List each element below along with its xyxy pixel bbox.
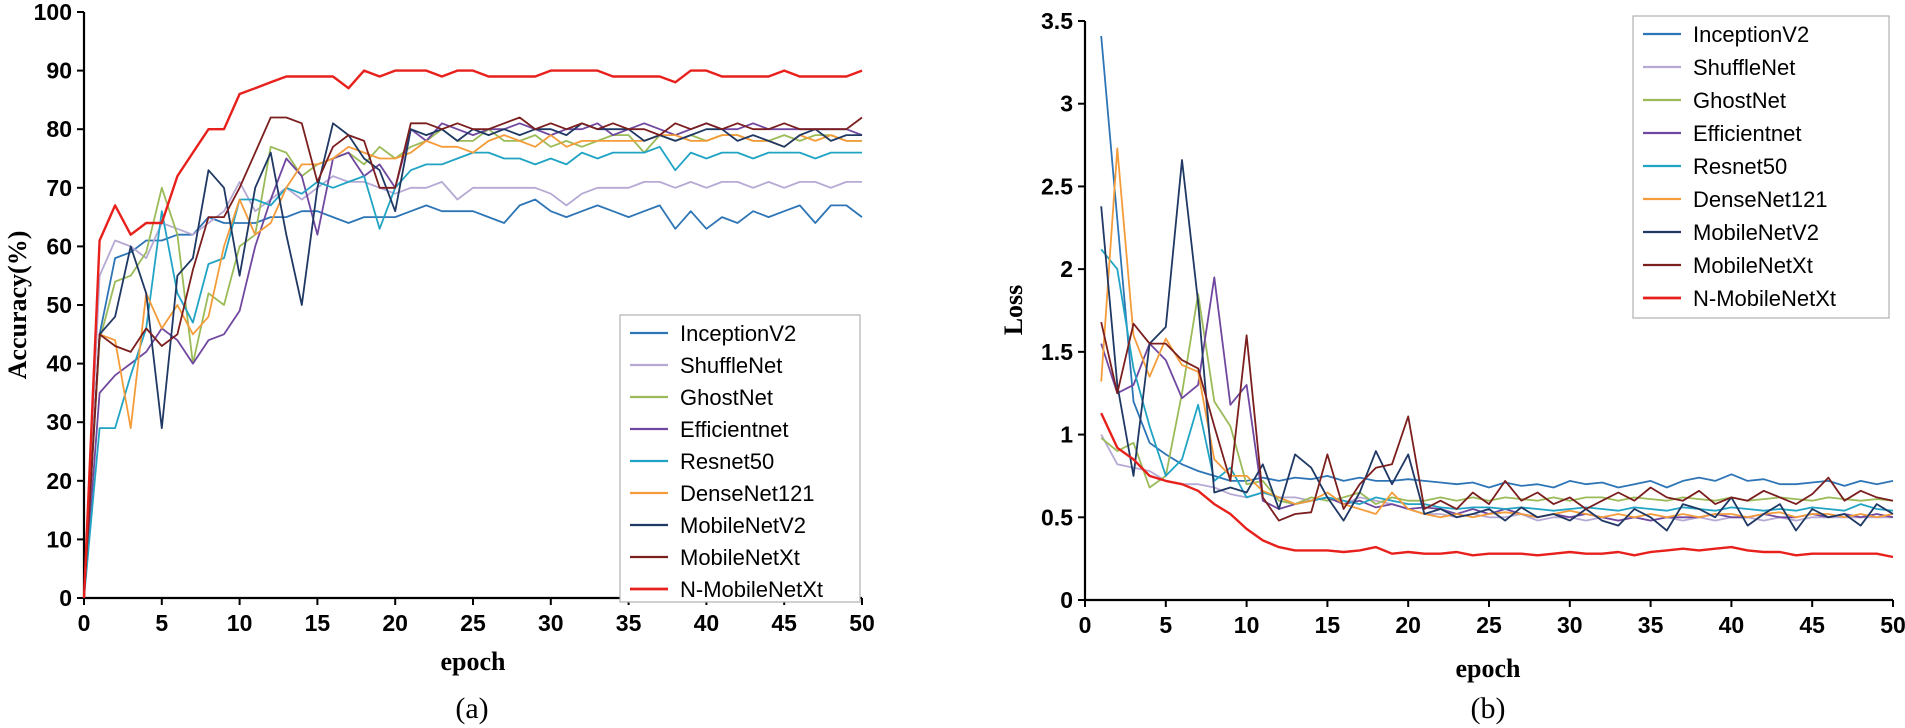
b-x-tick-label: 35: [1638, 612, 1664, 638]
legend-label-inceptionv2: InceptionV2: [680, 321, 796, 346]
a-y-tick-label: 60: [46, 233, 72, 259]
series-line-inceptionv2: [1100, 35, 1894, 489]
b-y-tick-label: 2: [1060, 256, 1073, 282]
a-x-tick-label: 45: [771, 610, 797, 636]
legend-label-efficientnet: Efficientnet: [680, 417, 788, 442]
loss-legend: InceptionV2 ShuffleNet GhostNet Efficientne…: [1632, 15, 1890, 319]
b-x-tick-label: 25: [1476, 612, 1502, 638]
a-x-tick-label: 15: [305, 610, 331, 636]
a-x-tick-label: 0: [78, 610, 91, 636]
accuracy-chart: 0 10 20 30 40 50 60 70 80 90 100 0 5 10 15 20 25 30 35 40 4…: [3, 0, 875, 725]
loss-series-lines: [1100, 35, 1894, 559]
b-y-tick-label: 1: [1060, 422, 1073, 448]
legend-label-shufflenet: ShuffleNet: [680, 353, 782, 378]
b-y-tick-label: 0.5: [1041, 504, 1073, 530]
legend-label-mobilenetxt: MobileNetXt: [680, 545, 800, 570]
loss-x-axis-title: epoch: [1456, 654, 1522, 683]
a-y-tick-label: 50: [46, 292, 72, 318]
a-y-tick-label: 100: [34, 0, 72, 25]
series-line-ghostnet: [1100, 293, 1894, 506]
legend-label-efficientnet: Efficientnet: [1693, 121, 1801, 146]
accuracy-y-axis-title: Accuracy(%): [3, 231, 32, 380]
b-x-tick-label: 30: [1557, 612, 1583, 638]
a-x-tick-label: 20: [382, 610, 408, 636]
legend-label-densenet121: DenseNet121: [680, 481, 815, 506]
a-y-tick-label: 0: [59, 585, 72, 611]
b-y-tick-label: 0: [1060, 587, 1073, 613]
series-line-mobilenetxt: [1100, 321, 1894, 522]
series-line-mobilenetxt: [83, 116, 863, 599]
a-y-tick-label: 10: [46, 526, 72, 552]
legend-label-inceptionv2: InceptionV2: [1693, 22, 1809, 47]
legend-label-n-mobilenetxt: N-MobileNetXt: [1693, 286, 1836, 311]
loss-y-ticks: 0 0.5 1 1.5 2 2.5 3 3.5: [1041, 8, 1085, 613]
loss-x-ticks: 0 5 10 15 20 25 30 35 40 45 50: [1079, 600, 1905, 638]
accuracy-legend-box: [619, 314, 861, 603]
a-x-tick-label: 40: [694, 610, 720, 636]
series-line-mobilenetv2: [1100, 159, 1894, 532]
loss-legend-entries: InceptionV2 ShuffleNet GhostNet Efficientne…: [1643, 22, 1836, 311]
series-line-shufflenet: [83, 175, 862, 599]
loss-y-axis-title: Loss: [999, 285, 1028, 336]
legend-label-densenet121: DenseNet121: [1693, 187, 1828, 212]
accuracy-legend: InceptionV2 ShuffleNet GhostNet Efficientne…: [619, 314, 861, 603]
accuracy-series-lines: [82, 69, 863, 599]
panel-a-label: (a): [455, 692, 488, 725]
a-y-tick-label: 80: [46, 116, 72, 142]
a-y-tick-label: 30: [46, 409, 72, 435]
series-line-densenet121: [83, 134, 862, 599]
b-x-tick-label: 0: [1079, 612, 1092, 638]
legend-label-ghostnet: GhostNet: [680, 385, 773, 410]
b-x-tick-label: 50: [1880, 612, 1905, 638]
b-x-tick-label: 15: [1315, 612, 1341, 638]
legend-label-resnet50: Resnet50: [1693, 154, 1787, 179]
a-y-tick-label: 70: [46, 175, 72, 201]
a-x-tick-label: 5: [155, 610, 168, 636]
legend-label-mobilenetxt: MobileNetXt: [1693, 253, 1813, 278]
accuracy-x-ticks: 0 5 10 15 20 25 30 35 40 45 50: [78, 598, 875, 636]
legend-label-resnet50: Resnet50: [680, 449, 774, 474]
a-x-tick-label: 50: [849, 610, 875, 636]
b-y-tick-label: 1.5: [1041, 339, 1073, 365]
b-x-tick-label: 40: [1719, 612, 1745, 638]
a-x-tick-label: 35: [616, 610, 642, 636]
series-line-densenet121: [1100, 147, 1894, 519]
a-y-tick-label: 20: [46, 468, 72, 494]
legend-label-n-mobilenetxt: N-MobileNetXt: [680, 577, 823, 602]
series-line-efficientnet: [83, 122, 863, 599]
legend-label-mobilenetv2: MobileNetV2: [680, 513, 806, 538]
legend-label-mobilenetv2: MobileNetV2: [1693, 220, 1819, 245]
a-y-tick-label: 40: [46, 351, 72, 377]
accuracy-legend-entries: InceptionV2 ShuffleNet GhostNet Efficientne…: [630, 321, 823, 602]
accuracy-x-axis-title: epoch: [441, 647, 507, 676]
series-line-resnet50: [1100, 248, 1894, 512]
b-x-tick-label: 10: [1234, 612, 1260, 638]
accuracy-y-ticks: 0 10 20 30 40 50 60 70 80 90 100: [34, 0, 84, 611]
loss-chart: 0 0.5 1 1.5 2 2.5 3 3.5 0 5 10 15 20 25 30 35 40 45 50 ep…: [999, 8, 1905, 725]
b-y-tick-label: 3: [1060, 91, 1073, 117]
a-x-tick-label: 25: [460, 610, 486, 636]
b-y-tick-label: 2.5: [1041, 173, 1073, 199]
panel-b-label: (b): [1471, 692, 1506, 725]
legend-label-shufflenet: ShuffleNet: [1693, 55, 1795, 80]
series-line-n-mobilenetxt: [82, 69, 863, 599]
b-x-tick-label: 5: [1159, 612, 1172, 638]
b-x-tick-label: 45: [1799, 612, 1825, 638]
b-y-tick-label: 3.5: [1041, 8, 1073, 34]
a-y-tick-label: 90: [46, 58, 72, 84]
b-x-tick-label: 20: [1395, 612, 1421, 638]
a-x-tick-label: 30: [538, 610, 564, 636]
series-line-shufflenet: [1100, 434, 1893, 522]
series-line-n-mobilenetxt: [1100, 412, 1894, 559]
a-x-tick-label: 10: [227, 610, 253, 636]
legend-label-ghostnet: GhostNet: [1693, 88, 1786, 113]
